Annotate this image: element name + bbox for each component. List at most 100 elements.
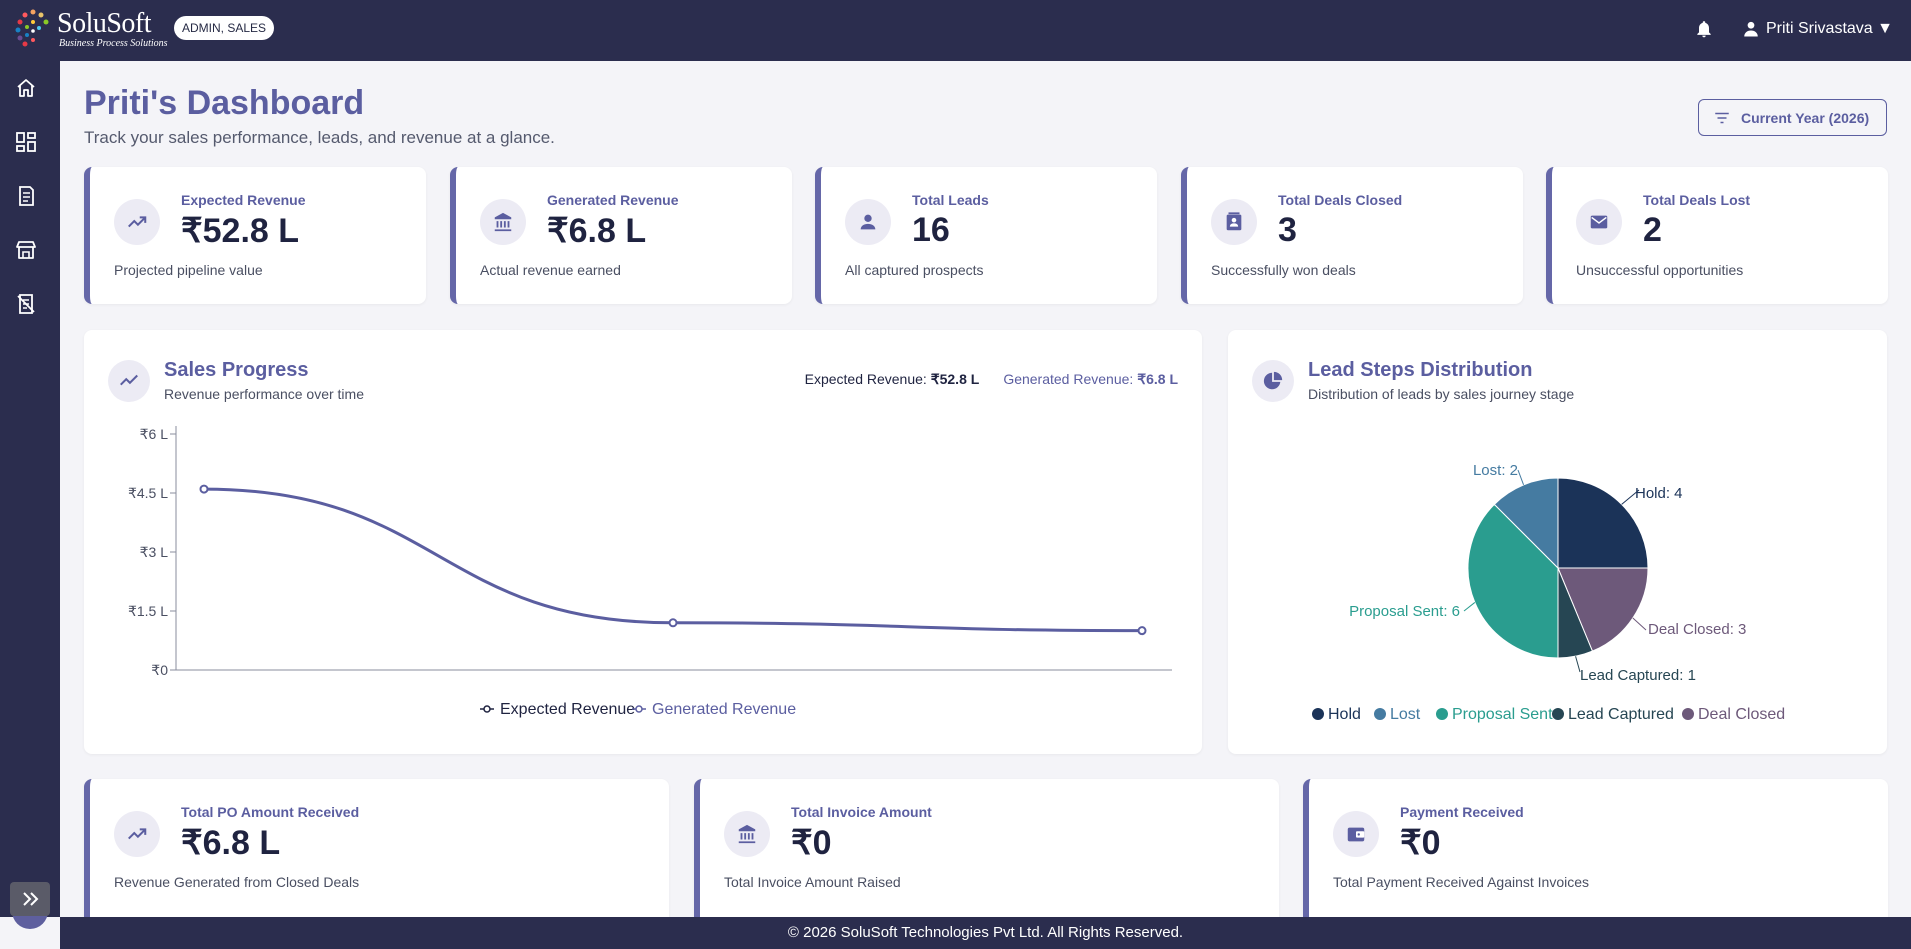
trending-up-icon	[128, 828, 147, 840]
user-icon	[1744, 21, 1758, 37]
dashboard-icon[interactable]	[14, 130, 38, 154]
logo-name: SoluSoft	[57, 8, 152, 39]
legend-label[interactable]: Lost	[1390, 706, 1421, 723]
data-point[interactable]	[199, 484, 209, 494]
legend-label[interactable]: Expected Revenue	[500, 701, 635, 718]
kpi-description: Projected pipeline value	[114, 262, 263, 278]
pie-slice[interactable]	[1493, 477, 1559, 570]
kpi-label: Total Deals Closed	[1278, 192, 1403, 208]
legend-swatch	[1312, 708, 1324, 720]
kpi-label: Total Deals Lost	[1643, 192, 1751, 208]
legend-swatch	[1374, 708, 1386, 720]
kpi-value: 16	[912, 211, 950, 249]
kpi-icon-bg	[1333, 811, 1379, 857]
generated-revenue-summary-value: ₹6.8 L	[1137, 371, 1178, 387]
kpi-card-invoice-amount: Total Invoice Amount ₹0 Total Invoice Am…	[694, 779, 1279, 917]
user-name: Priti Srivastava ▼	[1766, 20, 1893, 37]
kpi-icon-bg	[1211, 199, 1257, 245]
solusoft-logo[interactable]: SoluSoft Business Process Solutions	[13, 6, 168, 50]
generated-revenue-summary-label: Generated Revenue:	[1003, 371, 1138, 387]
pie-slice[interactable]	[1467, 503, 1559, 659]
data-point[interactable]	[668, 618, 678, 628]
mail-icon	[1590, 215, 1608, 229]
kpi-description: Unsuccessful opportunities	[1576, 262, 1744, 278]
home-icon[interactable]	[14, 76, 38, 100]
kpi-description: Total Invoice Amount Raised	[724, 874, 901, 890]
store-icon[interactable]	[14, 238, 38, 262]
legend-label[interactable]: Proposal Sent	[1452, 706, 1553, 723]
kpi-value: 2	[1643, 211, 1662, 249]
bank-icon	[738, 824, 756, 844]
kpi-icon-bg	[1576, 199, 1622, 245]
pie-label-leader	[1463, 602, 1476, 612]
lead-steps-title: Lead Steps Distribution	[1308, 359, 1533, 381]
document-icon[interactable]	[14, 184, 38, 208]
kpi-label: Payment Received	[1400, 804, 1524, 820]
kpi-value: 3	[1278, 211, 1297, 249]
y-tick-label: ₹6 L	[140, 426, 169, 442]
lead-steps-pie-chart: Hold: 4 Deal Closed: 3 Lead Captured: 1 Pro…	[1312, 462, 1785, 723]
user-menu[interactable]: Priti Srivastava ▼	[1742, 17, 1893, 41]
generated-revenue-summary: Generated Revenue: ₹6.8 L	[1003, 371, 1178, 388]
legend-marker	[635, 705, 643, 713]
kpi-card-total-leads: Total Leads 16 All captured prospects	[815, 167, 1157, 304]
kpi-label: Total Invoice Amount	[791, 804, 932, 820]
kpi-description: Total Payment Received Against Invoices	[1333, 874, 1590, 890]
kpi-card-generated-revenue: Generated Revenue ₹6.8 L Actual revenue …	[450, 167, 792, 304]
sales-progress-line-chart: ₹0 ₹1.5 L ₹3 L ₹4.5 L ₹6 L Expected Revenue Ge…	[128, 426, 1172, 718]
series-line-0	[203, 487, 1143, 633]
year-filter-button[interactable]: Current Year (2026)	[1698, 99, 1887, 136]
pie-slice[interactable]	[1557, 567, 1649, 652]
legend-label[interactable]: Generated Revenue	[652, 701, 796, 718]
page-subtitle: Track your sales performance, leads, and…	[84, 128, 555, 147]
data-point[interactable]	[1137, 626, 1147, 636]
y-tick-label: ₹1.5 L	[128, 603, 168, 619]
kpi-icon-bg	[114, 199, 160, 245]
sales-progress-card: Sales Progress Revenue performance over …	[84, 330, 1202, 754]
legend-swatch	[1552, 708, 1564, 720]
bank-icon	[494, 212, 512, 232]
legend-label[interactable]: Lead Captured	[1568, 706, 1674, 723]
expand-sidebar-button[interactable]	[10, 882, 50, 916]
expected-revenue-summary-value: ₹52.8 L	[930, 371, 980, 387]
double-chevron-right-icon	[23, 892, 39, 906]
sidebar: PS	[0, 61, 60, 929]
kpi-label: Total Leads	[912, 192, 989, 208]
footer: © 2026 SoluSoft Technologies Pvt Ltd. Al…	[60, 917, 1911, 949]
invoice-icon[interactable]	[14, 292, 38, 316]
kpi-label: Generated Revenue	[547, 192, 679, 208]
kpi-description: Successfully won deals	[1211, 262, 1356, 278]
kpi-value: ₹52.8 L	[181, 212, 300, 250]
pie-slice-label: Hold: 4	[1635, 485, 1683, 502]
revenue-summary: Expected Revenue: ₹52.8 L Generated Reve…	[805, 371, 1178, 388]
kpi-card-expected-revenue: Expected Revenue ₹52.8 L Projected pipel…	[84, 167, 426, 304]
y-tick-label: ₹4.5 L	[128, 485, 168, 501]
kpi-value: ₹6.8 L	[181, 824, 281, 862]
card-icon-bg	[108, 360, 150, 402]
legend-swatch	[1682, 708, 1694, 720]
kpi-description: All captured prospects	[845, 262, 984, 278]
kpi-value: ₹0	[791, 824, 832, 862]
legend-label[interactable]: Deal Closed	[1698, 706, 1785, 723]
y-tick-label: ₹0	[151, 662, 168, 678]
pie-label-leader	[1632, 617, 1647, 631]
filter-icon	[1715, 112, 1729, 123]
lead-steps-subtitle: Distribution of leads by sales journey s…	[1308, 386, 1575, 402]
year-filter-label: Current Year (2026)	[1741, 109, 1870, 126]
bell-icon[interactable]	[1694, 19, 1714, 39]
role-badge: ADMIN, SALES	[174, 16, 275, 40]
contact-card-icon	[1226, 212, 1242, 231]
kpi-value: ₹6.8 L	[547, 212, 647, 250]
kpi-icon-bg	[480, 199, 526, 245]
pie-slice-label: Deal Closed: 3	[1648, 621, 1746, 638]
pie-slice-label: Lead Captured: 1	[1580, 667, 1696, 684]
legend-marker	[483, 705, 491, 713]
pie-label-leader	[1621, 489, 1640, 505]
sales-progress-subtitle: Revenue performance over time	[164, 386, 364, 402]
pie-slice-label: Proposal Sent: 6	[1349, 603, 1460, 620]
kpi-description: Revenue Generated from Closed Deals	[114, 874, 360, 890]
trending-up-icon	[120, 374, 138, 386]
expected-revenue-summary: Expected Revenue: ₹52.8 L	[805, 371, 980, 388]
legend-label[interactable]: Hold	[1328, 706, 1361, 723]
card-icon-bg	[1252, 360, 1294, 402]
